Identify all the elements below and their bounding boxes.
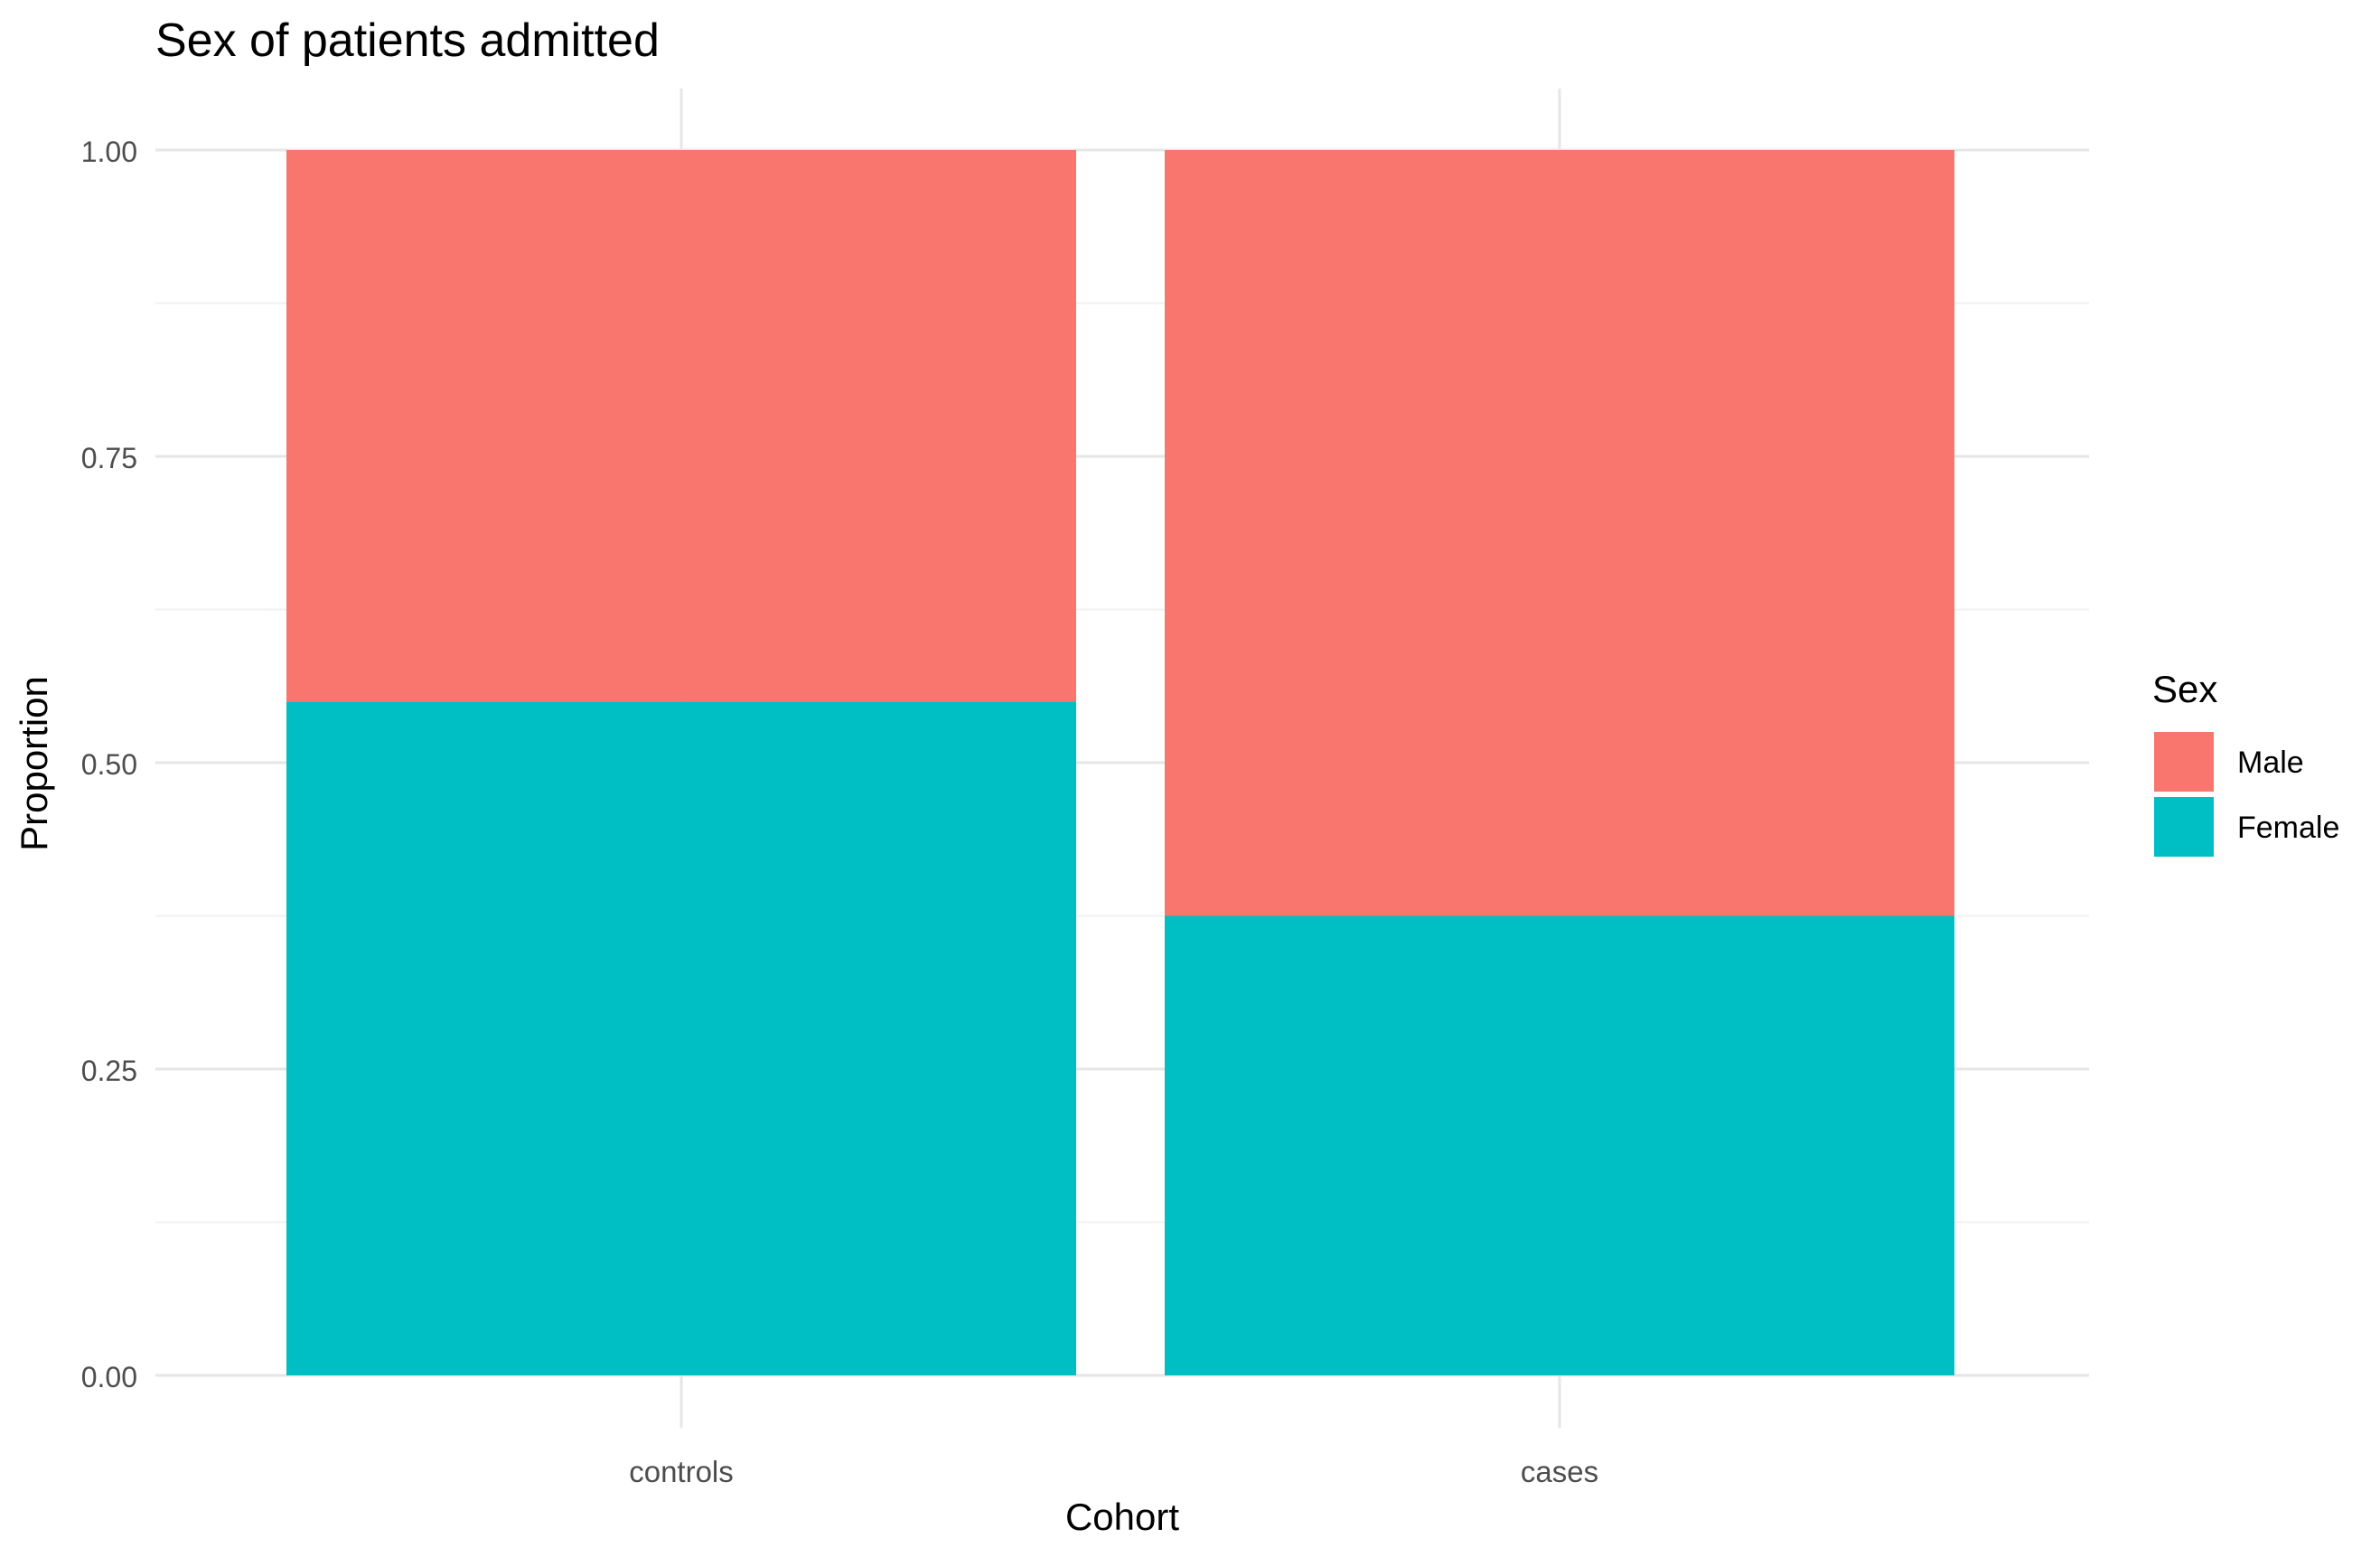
x-axis-title: Cohort <box>1065 1496 1179 1538</box>
y-axis-title: Proportion <box>13 676 55 851</box>
axes: 0.00 0.25 0.50 0.75 1.00 controls cases <box>81 136 1598 1488</box>
legend-title: Sex <box>2152 668 2217 710</box>
legend-label-female: Female <box>2237 811 2339 845</box>
legend: Sex Male Female <box>2152 668 2339 857</box>
y-tick-label: 0.75 <box>81 442 137 474</box>
bar-controls-male <box>286 150 1076 702</box>
legend-key-male <box>2154 732 2214 792</box>
legend-label-male: Male <box>2237 746 2304 780</box>
bars <box>286 150 1954 1375</box>
legend-key-female <box>2154 797 2214 857</box>
bar-cases-male <box>1165 150 1954 916</box>
bar-cases-female <box>1165 915 1954 1375</box>
chart-title: Sex of patients admitted <box>155 14 660 67</box>
y-tick-label: 0.50 <box>81 748 137 781</box>
y-tick-label: 0.25 <box>81 1055 137 1087</box>
y-tick-label: 0.00 <box>81 1361 137 1393</box>
x-tick-label: controls <box>629 1455 734 1488</box>
y-tick-label: 1.00 <box>81 136 137 168</box>
bar-controls-female <box>286 701 1076 1375</box>
x-tick-label: cases <box>1521 1455 1598 1488</box>
